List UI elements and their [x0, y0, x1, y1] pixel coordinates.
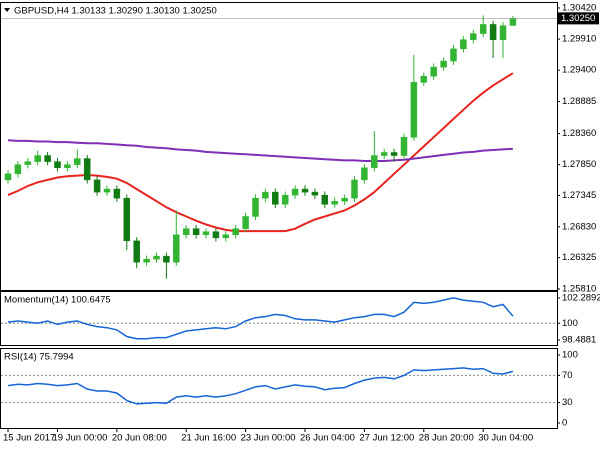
y-tick-label: 1.28885: [562, 96, 596, 107]
candle-body: [44, 155, 51, 162]
candle-body: [64, 164, 71, 168]
y-tick-label: 70: [562, 370, 573, 381]
x-tick-label: 20 Jun 08:00: [112, 433, 167, 444]
y-tick-label: 100: [562, 318, 578, 329]
price-box: [557, 12, 599, 25]
panel-title: Momentum(14) 100.6475: [4, 295, 111, 306]
candle-body: [143, 258, 150, 263]
y-tick-label: 1.28360: [562, 128, 596, 139]
indicator-line: [7, 72, 514, 233]
y-tick-label: 1.29910: [562, 34, 596, 45]
y-tick-label: 102.2892: [562, 292, 600, 303]
candle-body: [182, 228, 190, 236]
symbol-menu-arrow[interactable]: [4, 8, 10, 12]
indicator-line: [7, 367, 514, 405]
candle-body: [14, 164, 22, 175]
candle-body: [440, 60, 447, 68]
y-tick-label: 1.25810: [562, 284, 596, 295]
candle-body: [400, 136, 408, 156]
rsi-panel-frame: [0, 348, 558, 429]
candle-body: [113, 188, 121, 199]
candle-body: [24, 161, 32, 165]
candle-body: [272, 191, 279, 205]
candle-body: [489, 24, 497, 40]
x-tick-label: 23 Jun 00:00: [241, 433, 296, 444]
candle-body: [380, 152, 388, 156]
y-tick-label: 1.27345: [562, 190, 596, 201]
y-tick-label: 100: [562, 349, 578, 360]
candle-body: [301, 188, 309, 193]
x-tick-label: 27 Jun 12:00: [359, 433, 414, 444]
candle-body: [460, 39, 467, 50]
candle-body: [430, 66, 437, 77]
y-tick-label: 1.30420: [562, 3, 596, 14]
panel-title: RSI(14) 75.7994: [4, 352, 74, 363]
y-tick-label: 30: [562, 397, 573, 408]
main-panel-frame: [0, 2, 558, 291]
candle-body: [311, 191, 319, 196]
candle-body: [4, 173, 12, 181]
candle-body: [83, 158, 91, 181]
chart-layer: 1.30420 1.29910 1.29400 1.28885 1.28360 1.278…: [1, 3, 600, 444]
candle-body: [133, 240, 140, 263]
candle-body: [470, 33, 477, 40]
y-tick-label: 0: [562, 417, 567, 428]
price-label: 1.30250: [561, 13, 595, 24]
candle-body: [390, 152, 398, 156]
candle-body: [222, 234, 230, 239]
candle-body: [509, 18, 517, 26]
candle-body: [371, 155, 378, 168]
candle-body: [410, 82, 418, 138]
candle-body: [262, 191, 269, 199]
candle-body: [192, 228, 200, 236]
candle-body: [291, 188, 299, 196]
y-tick-label: 1.27850: [562, 159, 596, 170]
candle-body: [321, 194, 329, 205]
y-tick-label: 98.4881: [562, 334, 596, 345]
panel-title: GBPUSD,H4 1.30133 1.30290 1.30130 1.3025…: [14, 6, 217, 17]
x-tick-label: 19 Jun 00:00: [53, 433, 108, 444]
candle-body: [331, 200, 338, 205]
candle-body: [281, 194, 289, 205]
candle-body: [252, 197, 259, 217]
indicator-line: [7, 297, 514, 340]
candle-body: [351, 179, 358, 199]
candle-body: [74, 158, 81, 165]
candle-body: [163, 255, 170, 263]
candle-body: [93, 179, 101, 193]
candle-body: [123, 197, 131, 242]
x-tick-label: 28 Jun 20:00: [419, 433, 474, 444]
candle-body: [420, 76, 428, 83]
candle-body: [54, 161, 61, 168]
x-tick-label: 15 Jun 2017: [3, 433, 55, 444]
x-tick-label: 21 Jun 16:00: [181, 433, 236, 444]
x-tick-label: 30 Jun 04:00: [478, 433, 533, 444]
candle-body: [153, 255, 160, 260]
x-tick-label: 26 Jun 04:00: [300, 433, 355, 444]
candle-body: [232, 228, 239, 236]
candle-body: [341, 197, 348, 202]
candle-body: [479, 24, 487, 34]
y-tick-label: 1.26830: [562, 221, 596, 232]
candle-body: [212, 231, 220, 239]
candle-body: [361, 167, 368, 181]
candle-body: [202, 231, 210, 236]
candle-body: [450, 48, 457, 62]
candle-body: [173, 234, 180, 263]
candle-body: [499, 25, 507, 40]
candle-body: [242, 216, 249, 229]
y-tick-label: 1.26325: [562, 252, 596, 263]
candle-body: [34, 155, 41, 162]
momentum-panel-frame: [0, 291, 558, 346]
y-tick-label: 1.29400: [562, 65, 596, 76]
indicator-line: [7, 139, 513, 162]
candle-body: [103, 188, 111, 193]
